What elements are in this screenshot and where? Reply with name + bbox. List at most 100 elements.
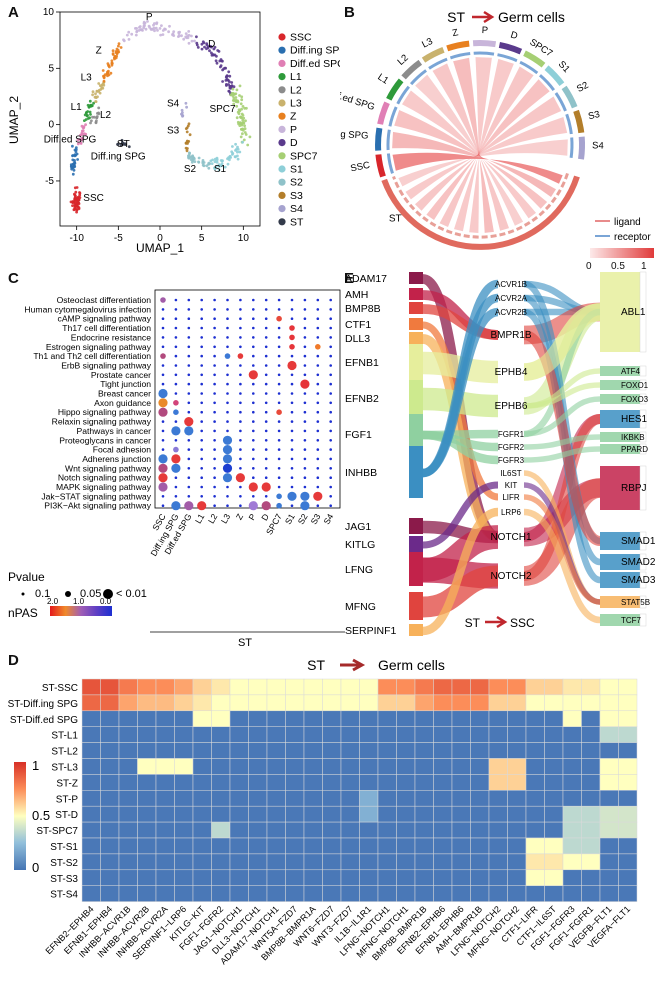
heatmap-cell [562, 790, 582, 807]
heatmap-cell [192, 821, 212, 839]
pathway-dot [226, 345, 229, 349]
umap-point-spc7 [242, 116, 246, 120]
heatmap-cell [396, 869, 416, 886]
chord-ribbon [402, 90, 536, 219]
umap-legend-dot [278, 73, 286, 81]
heatmap-cell [266, 805, 286, 823]
heatmap-cell [359, 853, 379, 871]
heatmap-cell [544, 885, 564, 902]
heatmap-cell [155, 710, 175, 727]
heatmap-cell [414, 837, 434, 855]
heatmap-cell [248, 710, 268, 727]
umap-point-d [219, 64, 223, 67]
heatmap-cell [377, 821, 397, 839]
pathway-dot [213, 308, 216, 311]
heatmap-cell [174, 805, 194, 823]
pathway-dot [329, 495, 333, 498]
umap-ylabel: UMAP_2 [7, 96, 21, 144]
chord-ribbon [394, 110, 548, 209]
pathway-dot [329, 420, 333, 423]
pathway-dot [329, 467, 333, 470]
pathway-dot [252, 354, 255, 358]
umap-legend-label: Z [290, 111, 297, 123]
heatmap-cell [248, 678, 268, 696]
sankey-target-node [639, 409, 647, 429]
umap-point-s2 [197, 160, 201, 164]
chord-sector-s3 [573, 109, 585, 134]
pathway-dot [303, 410, 307, 414]
pathway-dot [290, 429, 294, 433]
pathway-dot [290, 401, 294, 405]
umap-point-s1 [215, 164, 218, 168]
pathway-dot [161, 448, 165, 451]
umap-legend-label: P [290, 124, 297, 136]
umap-point-ssc [75, 201, 79, 205]
pathway-dot [248, 370, 258, 380]
umap-point-spc7 [236, 110, 240, 114]
umap-point-p [158, 27, 162, 30]
pathway-label: Estrogen signaling pathway [46, 342, 152, 352]
heatmap-cell [507, 742, 527, 759]
heatmap-cell [81, 790, 101, 807]
umap-point-p [153, 22, 156, 25]
umap-point-d [212, 47, 216, 51]
pathway-dot [277, 467, 281, 470]
pathway-dot [303, 439, 307, 442]
umap-point-l3 [95, 90, 99, 93]
umap-point-spc7 [243, 124, 247, 128]
pathway-dot [200, 495, 203, 498]
heatmap-cell [303, 726, 323, 743]
chord-ribbon [415, 96, 562, 211]
umap-point-spc7 [244, 119, 247, 123]
pathway-dot [277, 373, 281, 377]
heatmap-cell [525, 694, 545, 712]
pathway-dot [187, 401, 191, 405]
heatmap-cell [192, 837, 212, 855]
umap-label-diffingspg: Diff.ing SPG [91, 152, 146, 163]
heatmap-cell [100, 869, 120, 886]
heatmap-cell [100, 678, 120, 696]
heatmap-cell [544, 837, 564, 855]
pathway-dot [316, 467, 320, 470]
umap-legend-dot [278, 205, 286, 213]
umap-point-diffingspg [71, 172, 75, 176]
heatmap-cell [155, 678, 175, 696]
sankey-receptor-label: ACVR2B [495, 308, 527, 317]
heatmap-cell [81, 678, 101, 696]
heatmap-cell [525, 885, 545, 902]
pathway-dot [226, 373, 229, 377]
umap-point-s2 [197, 156, 201, 160]
umap-legend-dot [278, 99, 286, 107]
umap-point-z [111, 52, 115, 56]
pvalue-level-3: < 0.01 [116, 588, 147, 600]
umap-point-p [187, 33, 191, 37]
dotplot-frame [154, 289, 341, 509]
sankey-target-node [639, 571, 647, 589]
heatmap-cell [322, 710, 342, 727]
pathway-dot [239, 308, 242, 311]
pathway-dot [174, 336, 178, 339]
umap-point-d [196, 46, 200, 49]
pathway-dot [303, 308, 307, 311]
heatmap-cell [451, 821, 471, 839]
umap-point-d [202, 41, 206, 45]
pathway-dot [289, 334, 295, 341]
heatmap-cell [118, 790, 138, 807]
heatmap-scale-half: 0.5 [32, 808, 50, 823]
heatmap-cell [285, 710, 305, 727]
heatmap-cell [322, 726, 342, 743]
pathway-dot [316, 401, 320, 405]
umap-point-s1 [213, 160, 217, 164]
pathway-dot [200, 345, 203, 349]
chord-sector-receptor-ring [396, 85, 410, 105]
heatmap-cell [266, 837, 286, 855]
pathway-dot [329, 457, 333, 461]
sankey-receptor-bar [498, 520, 524, 554]
sankey-target-bar [600, 410, 640, 428]
pathway-dot [213, 429, 216, 433]
pvalue-dot-1 [21, 592, 25, 596]
pvalue-level-1: 0.1 [35, 588, 50, 600]
pathway-dot [158, 398, 168, 408]
umap-point-d [203, 45, 206, 49]
